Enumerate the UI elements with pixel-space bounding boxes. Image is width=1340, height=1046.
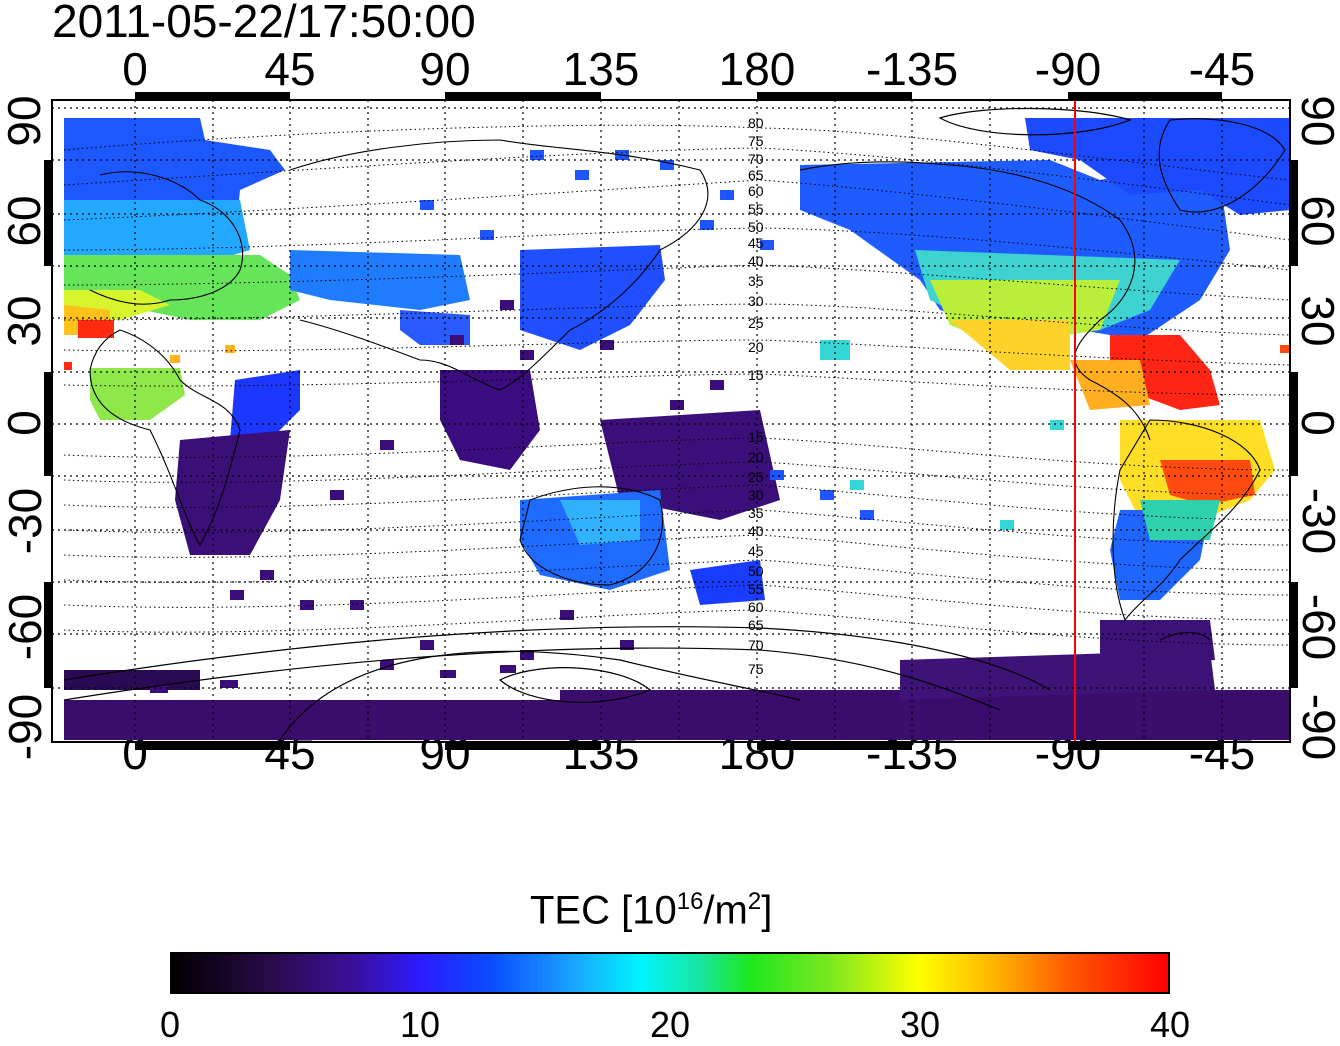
frame-ticks xyxy=(44,92,1298,750)
contour-labels: 80 75 70 65 60 55 50 45 40 35 30 25 20 1… xyxy=(748,115,764,677)
contour-label: 65 xyxy=(748,617,764,633)
polar-contours xyxy=(63,107,1132,741)
contour-label: 40 xyxy=(748,253,764,269)
contour-label: 55 xyxy=(748,581,764,597)
contour-label: 65 xyxy=(748,167,764,183)
top-lon-tick: 90 xyxy=(419,43,471,95)
colorbar xyxy=(170,952,1170,994)
contour-label: 60 xyxy=(748,183,764,199)
contour-label: 15 xyxy=(748,429,764,445)
contour-label: 75 xyxy=(748,661,764,677)
contour-label: 25 xyxy=(748,469,764,485)
colorbar-tick: 0 xyxy=(159,1004,181,1045)
top-lon-tick: -90 xyxy=(1034,43,1102,95)
top-lon-tick: 0 xyxy=(122,43,148,95)
colorbar-tick: 30 xyxy=(899,1004,941,1045)
contour-label: 80 xyxy=(748,115,764,131)
contour-label: 45 xyxy=(748,235,764,251)
contour-label: 20 xyxy=(748,339,764,355)
contour-label: 70 xyxy=(748,637,764,653)
colorbar-tick: 10 xyxy=(399,1004,441,1045)
contour-label: 40 xyxy=(748,523,764,539)
coastlines xyxy=(89,118,1286,641)
contour-label: 70 xyxy=(748,151,764,167)
top-lon-tick: 45 xyxy=(264,43,316,95)
contour-label: 50 xyxy=(748,563,764,579)
contour-label: 60 xyxy=(748,599,764,615)
graticule xyxy=(52,100,1290,742)
contour-label: 35 xyxy=(748,273,764,289)
contour-label: 55 xyxy=(748,201,764,217)
contour-label: 35 xyxy=(748,505,764,521)
contour-label: 30 xyxy=(748,487,764,503)
contour-label: 75 xyxy=(748,133,764,149)
contour-label: 50 xyxy=(748,219,764,235)
contour-label: 20 xyxy=(748,449,764,465)
colorbar-title: TEC [1016/m2] xyxy=(530,888,773,933)
map-title: 2011-05-22/17:50:00 xyxy=(52,0,476,47)
tec-patches xyxy=(64,118,1290,740)
top-lon-tick: 135 xyxy=(562,43,640,95)
contour-label: 45 xyxy=(748,543,764,559)
colorbar-tick: 40 xyxy=(1149,1004,1191,1045)
top-lon-tick: 180 xyxy=(718,43,796,95)
contour-label: 25 xyxy=(748,315,764,331)
top-lon-tick: -135 xyxy=(865,43,959,95)
contour-label: 30 xyxy=(748,293,764,309)
colorbar-tick: 20 xyxy=(649,1004,691,1045)
contour-label: 15 xyxy=(748,367,764,383)
magnetic-contours xyxy=(63,124,1291,646)
top-lon-tick: -45 xyxy=(1188,43,1256,95)
